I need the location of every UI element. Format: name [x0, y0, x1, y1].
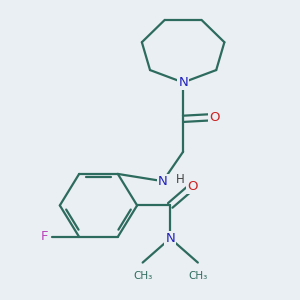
Text: O: O	[209, 111, 220, 124]
Text: CH₃: CH₃	[133, 271, 152, 281]
Text: N: N	[165, 232, 175, 245]
Text: O: O	[187, 180, 198, 193]
Text: H: H	[176, 173, 184, 186]
Text: N: N	[178, 76, 188, 89]
Text: CH₃: CH₃	[188, 271, 208, 281]
Text: N: N	[158, 175, 168, 188]
Text: F: F	[41, 230, 49, 243]
